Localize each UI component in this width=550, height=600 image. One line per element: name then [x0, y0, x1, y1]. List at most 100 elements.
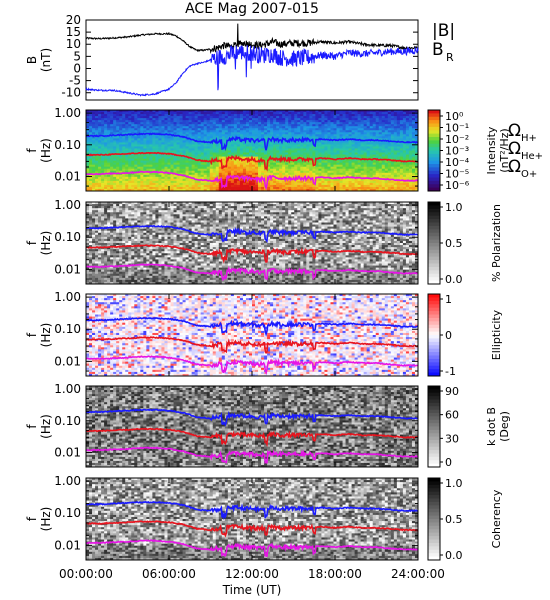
spectrogram-cell: [143, 124, 147, 127]
spectrogram-cell: [224, 168, 229, 172]
spectrogram-cell: [107, 110, 111, 113]
spectrogram-cell: [203, 158, 208, 162]
spectrogram-cell: [176, 138, 180, 141]
spectrogram-cell: [191, 168, 196, 172]
spectrogram-cell: [170, 180, 174, 184]
spectrogram-cell: [86, 130, 90, 133]
spectrogram-cell: [191, 128, 196, 131]
spectrogram-cell: [104, 120, 108, 123]
spectrogram-cell: [155, 124, 159, 127]
spectrogram-cell: [155, 178, 159, 182]
ytick-label: 0.01: [54, 170, 81, 184]
spectrogram-cell: [110, 122, 114, 125]
spectrogram-cell: [134, 164, 138, 168]
spectrogram-cell: [197, 166, 202, 170]
spectrogram-cell: [158, 146, 162, 149]
gyro-legend-sub: O+: [521, 169, 537, 180]
spectrogram-cell: [140, 142, 144, 145]
spectrogram-cell: [146, 150, 150, 153]
spectrogram-cell: [215, 162, 220, 166]
colorbar-cell: [428, 123, 440, 128]
spectrogram-cell: [134, 166, 138, 170]
spectrogram-cell: [89, 184, 93, 188]
spectrogram-cell: [98, 162, 102, 166]
spectrogram-cell: [134, 182, 138, 186]
spectrogram-cell: [125, 154, 129, 157]
spectrogram-cell: [197, 180, 202, 184]
spectrogram-cell: [125, 178, 129, 182]
spectrogram-cell: [101, 186, 105, 190]
spectrogram-cell: [188, 110, 193, 113]
spectrogram-cell: [119, 146, 123, 149]
spectrogram-cell: [101, 170, 105, 174]
spectrogram-cell: [218, 172, 223, 176]
spectrogram-cell: [149, 152, 153, 155]
spectrogram-cell: [209, 166, 214, 170]
spectrogram-cell: [191, 110, 196, 113]
spectrogram-cell: [140, 156, 144, 159]
spectrogram-cell: [116, 128, 120, 131]
spectrogram-cell: [161, 110, 165, 113]
spectrogram-cell: [86, 166, 90, 170]
spectrogram-cell: [116, 156, 120, 159]
spectrogram-cell: [137, 186, 141, 190]
spectrogram-cell: [164, 184, 168, 188]
spectrogram-cell: [197, 114, 202, 117]
spectrogram-cell: [86, 136, 90, 139]
spectrogram-cell: [188, 146, 193, 149]
spectrogram-cell: [212, 166, 217, 170]
spectrogram-cell: [188, 122, 193, 125]
spectrogram-cell: [233, 146, 238, 149]
spectrogram-cell: [182, 150, 186, 153]
spectrogram-cell: [104, 174, 108, 178]
spectrogram-cell: [155, 134, 159, 137]
spectrogram-cell: [128, 178, 132, 182]
spectrogram-cell: [215, 182, 220, 186]
spectrogram-cell: [176, 130, 180, 133]
spectrogram-cell: [179, 164, 183, 168]
spectrogram-cell: [218, 186, 223, 190]
spectrogram-cell: [140, 146, 144, 149]
spectrogram-cell: [92, 138, 96, 141]
spectrogram-cell: [179, 138, 183, 141]
spectrogram-cell: [119, 170, 123, 174]
spectrogram-cell: [98, 166, 102, 170]
spectrogram-cell: [101, 152, 105, 155]
spectrogram-cell: [176, 182, 180, 186]
spectrogram-cell: [176, 170, 180, 174]
spectrogram-cell: [182, 122, 186, 125]
spectrogram-cell: [161, 140, 165, 143]
spectrogram-cell: [209, 172, 214, 176]
spectrogram-cell: [191, 178, 196, 182]
spectrogram-cell: [95, 188, 99, 192]
spectrogram-cell: [173, 158, 177, 162]
spectrogram-cell: [149, 142, 153, 145]
spectrogram-cell: [218, 158, 223, 162]
colorbar-cell: [428, 130, 440, 135]
spectrogram-cell: [224, 136, 229, 139]
spectrogram-cell: [140, 150, 144, 153]
spectrogram-cell: [209, 132, 214, 135]
spectrogram-cell: [173, 144, 177, 147]
spectrogram-cell: [173, 136, 177, 139]
spectrogram-cell: [221, 176, 226, 180]
spectrogram-cell: [98, 116, 102, 119]
spectrogram-cell: [188, 174, 193, 178]
spectrogram-cell: [176, 162, 180, 166]
spectrogram-cell: [119, 166, 123, 170]
legend-br: B: [432, 40, 444, 60]
spectrogram-cell: [98, 120, 102, 123]
spectrogram-cell: [173, 126, 177, 129]
spectrogram-cell: [131, 180, 135, 184]
spectrogram-cell: [122, 182, 126, 186]
spectrogram-cell: [233, 122, 238, 125]
spectrogram-cell: [131, 134, 135, 137]
spectrogram-cell: [203, 176, 208, 180]
spectrogram-cell: [110, 158, 114, 162]
spectrogram-cell: [215, 168, 220, 172]
spectrogram-cell: [140, 160, 144, 164]
spectrogram-cell: [179, 124, 183, 127]
spectrogram-cell: [140, 182, 144, 186]
spectrogram-cell: [227, 160, 232, 164]
spectrogram-cell: [128, 164, 132, 168]
